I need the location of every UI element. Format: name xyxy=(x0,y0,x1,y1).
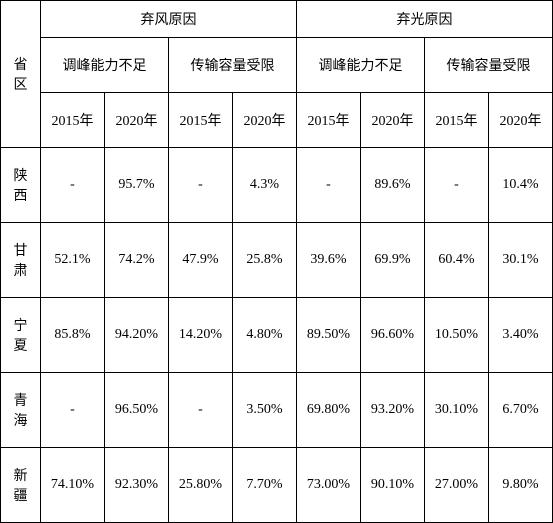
table-row: 新疆 74.10% 92.30% 25.80% 7.70% 73.00% 90.… xyxy=(1,448,553,523)
cell-value: 89.50% xyxy=(297,298,361,373)
cell-province: 宁夏 xyxy=(1,298,41,373)
year-2015: 2015年 xyxy=(297,93,361,148)
cell-value: 93.20% xyxy=(361,373,425,448)
year-2020: 2020年 xyxy=(105,93,169,148)
cell-value: 85.8% xyxy=(41,298,105,373)
cell-value: 27.00% xyxy=(425,448,489,523)
sub-wind-peak: 调峰能力不足 xyxy=(41,38,169,93)
cell-value: 96.50% xyxy=(105,373,169,448)
cell-value: 3.40% xyxy=(489,298,553,373)
year-2020: 2020年 xyxy=(361,93,425,148)
cell-value: 39.6% xyxy=(297,223,361,298)
cell-value: - xyxy=(41,373,105,448)
cell-value: 94.20% xyxy=(105,298,169,373)
table-row: 陕西 - 95.7% - 4.3% - 89.6% - 10.4% xyxy=(1,148,553,223)
cell-value: 92.30% xyxy=(105,448,169,523)
cell-value: 74.2% xyxy=(105,223,169,298)
sub-solar-peak: 调峰能力不足 xyxy=(297,38,425,93)
cell-value: 69.80% xyxy=(297,373,361,448)
cell-province: 陕西 xyxy=(1,148,41,223)
cell-value: 10.50% xyxy=(425,298,489,373)
cell-value: 96.60% xyxy=(361,298,425,373)
year-2015: 2015年 xyxy=(169,93,233,148)
cell-value: 30.10% xyxy=(425,373,489,448)
table-header: 省区 弃风原因 弃光原因 调峰能力不足 传输容量受限 调峰能力不足 传输容量受限… xyxy=(1,1,553,148)
cell-value: 30.1% xyxy=(489,223,553,298)
group-solar: 弃光原因 xyxy=(297,1,553,38)
cell-value: 6.70% xyxy=(489,373,553,448)
year-2020: 2020年 xyxy=(489,93,553,148)
cell-province: 新疆 xyxy=(1,448,41,523)
cell-value: 4.3% xyxy=(233,148,297,223)
cell-value: 74.10% xyxy=(41,448,105,523)
table-row: 宁夏 85.8% 94.20% 14.20% 4.80% 89.50% 96.6… xyxy=(1,298,553,373)
table-body: 陕西 - 95.7% - 4.3% - 89.6% - 10.4% 甘肃 52.… xyxy=(1,148,553,523)
group-wind: 弃风原因 xyxy=(41,1,297,38)
cell-value: - xyxy=(425,148,489,223)
sub-solar-trans: 传输容量受限 xyxy=(425,38,553,93)
cell-value: 10.4% xyxy=(489,148,553,223)
sub-wind-trans: 传输容量受限 xyxy=(169,38,297,93)
cell-value: 95.7% xyxy=(105,148,169,223)
year-2015: 2015年 xyxy=(41,93,105,148)
cell-value: - xyxy=(169,148,233,223)
table-row: 甘肃 52.1% 74.2% 47.9% 25.8% 39.6% 69.9% 6… xyxy=(1,223,553,298)
cell-value: 90.10% xyxy=(361,448,425,523)
cell-value: 25.80% xyxy=(169,448,233,523)
cell-value: 3.50% xyxy=(233,373,297,448)
cell-value: 9.80% xyxy=(489,448,553,523)
cell-value: - xyxy=(169,373,233,448)
cell-value: 89.6% xyxy=(361,148,425,223)
cell-value: 73.00% xyxy=(297,448,361,523)
cell-province: 甘肃 xyxy=(1,223,41,298)
cell-value: 25.8% xyxy=(233,223,297,298)
year-2015: 2015年 xyxy=(425,93,489,148)
cell-value: - xyxy=(41,148,105,223)
cell-value: 7.70% xyxy=(233,448,297,523)
table-row: 青海 - 96.50% - 3.50% 69.80% 93.20% 30.10%… xyxy=(1,373,553,448)
cell-value: 47.9% xyxy=(169,223,233,298)
cell-value: 4.80% xyxy=(233,298,297,373)
cell-value: - xyxy=(297,148,361,223)
cell-value: 52.1% xyxy=(41,223,105,298)
year-2020: 2020年 xyxy=(233,93,297,148)
cell-value: 14.20% xyxy=(169,298,233,373)
cell-value: 69.9% xyxy=(361,223,425,298)
cell-value: 60.4% xyxy=(425,223,489,298)
data-table: 省区 弃风原因 弃光原因 调峰能力不足 传输容量受限 调峰能力不足 传输容量受限… xyxy=(0,0,553,523)
cell-province: 青海 xyxy=(1,373,41,448)
col-province: 省区 xyxy=(1,1,41,148)
